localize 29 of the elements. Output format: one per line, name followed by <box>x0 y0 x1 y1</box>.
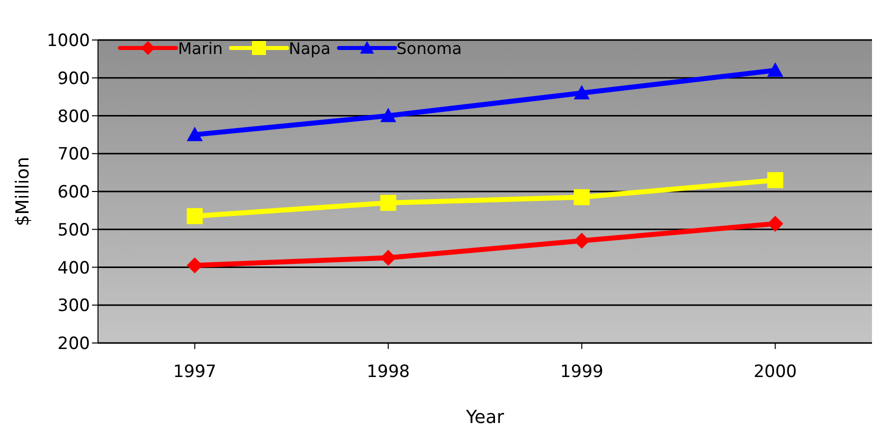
point <box>186 126 203 142</box>
y-tick-label: 200 <box>58 334 90 354</box>
x-tick-label: 1998 <box>366 362 410 382</box>
y-tick-label: 700 <box>58 144 90 165</box>
point <box>380 194 396 211</box>
point <box>574 232 590 249</box>
point <box>380 108 396 122</box>
y-tick-label: 900 <box>58 68 90 89</box>
point <box>574 189 590 206</box>
x-tick-label: 1999 <box>560 362 604 382</box>
point <box>186 208 203 224</box>
point <box>767 216 784 232</box>
point <box>380 250 396 266</box>
point <box>767 62 784 77</box>
point <box>574 85 590 100</box>
x-axis-title: Year <box>464 407 505 428</box>
y-tick-label: 500 <box>58 220 90 240</box>
legend-label: Sonoma <box>396 38 462 58</box>
legend-label: Marin <box>178 38 223 58</box>
y-tick-label: 400 <box>58 258 90 278</box>
y-axis-title: $Million <box>12 156 34 226</box>
y-tick-label: 800 <box>58 106 90 127</box>
x-tick-label: 1997 <box>173 362 216 382</box>
y-tick-label: 300 <box>58 296 90 316</box>
legend-label: Napa <box>288 38 331 58</box>
x-tick-label: 2000 <box>754 362 797 382</box>
y-tick-label: 1000 <box>46 31 90 52</box>
point <box>767 172 784 188</box>
y-tick-label: 600 <box>58 182 90 203</box>
